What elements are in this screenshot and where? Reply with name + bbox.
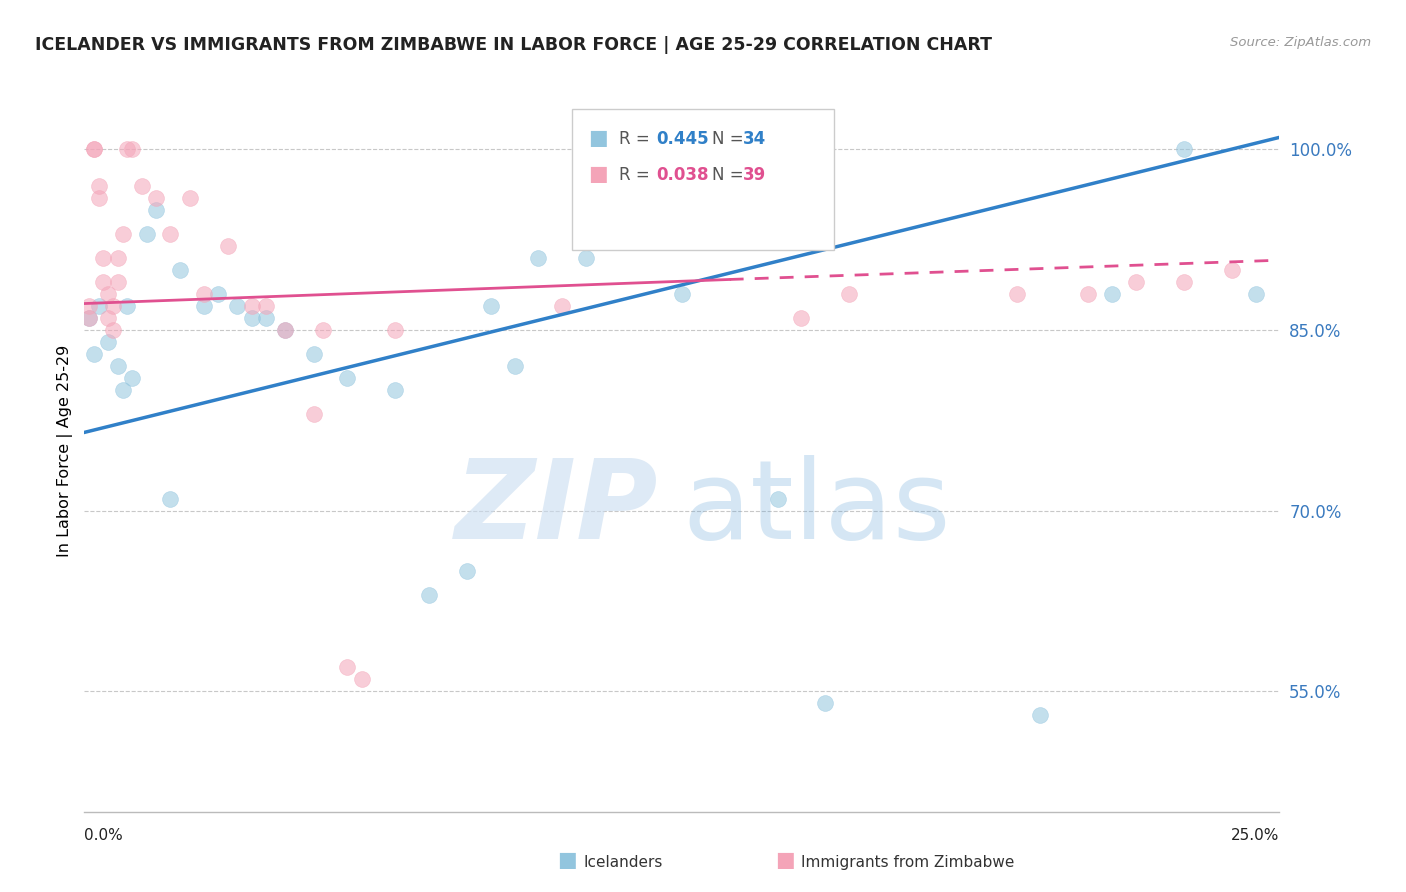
Point	[575, 251, 598, 265]
Point	[97, 311, 120, 326]
Point	[121, 143, 143, 157]
Point	[145, 202, 167, 217]
Point	[527, 251, 550, 265]
Text: atlas: atlas	[682, 455, 950, 562]
Point	[1101, 287, 1123, 301]
Point	[350, 673, 373, 687]
Point	[766, 491, 789, 506]
Point	[111, 227, 134, 241]
Point	[1125, 275, 1147, 289]
Point	[207, 287, 229, 301]
Point	[1173, 143, 1195, 157]
Text: ICELANDER VS IMMIGRANTS FROM ZIMBABWE IN LABOR FORCE | AGE 25-29 CORRELATION CHA: ICELANDER VS IMMIGRANTS FROM ZIMBABWE IN…	[35, 36, 993, 54]
Point	[87, 191, 110, 205]
Point	[302, 407, 325, 422]
Point	[77, 299, 100, 313]
Point	[121, 371, 143, 385]
Point	[456, 564, 478, 578]
Point	[111, 384, 134, 398]
Text: R =: R =	[620, 130, 655, 148]
Point	[254, 311, 277, 326]
Point	[107, 275, 129, 289]
Text: ZIP: ZIP	[454, 455, 658, 562]
Point	[159, 491, 181, 506]
Text: ■: ■	[589, 163, 609, 184]
Text: ■: ■	[557, 850, 576, 870]
Point	[551, 299, 574, 313]
Point	[217, 239, 239, 253]
Point	[169, 263, 191, 277]
Point	[131, 178, 153, 193]
Point	[193, 287, 215, 301]
Point	[254, 299, 277, 313]
Point	[97, 287, 120, 301]
Point	[384, 384, 406, 398]
Text: Immigrants from Zimbabwe: Immigrants from Zimbabwe	[801, 855, 1015, 870]
Point	[814, 697, 837, 711]
Point	[87, 299, 110, 313]
Text: Icelanders: Icelanders	[583, 855, 662, 870]
Point	[107, 359, 129, 374]
Point	[1077, 287, 1099, 301]
Text: N =: N =	[713, 130, 749, 148]
Text: R =: R =	[620, 166, 655, 184]
Y-axis label: In Labor Force | Age 25-29: In Labor Force | Age 25-29	[58, 344, 73, 557]
Point	[503, 359, 526, 374]
Point	[479, 299, 502, 313]
Point	[87, 178, 110, 193]
Point	[384, 323, 406, 337]
Point	[1005, 287, 1028, 301]
Point	[240, 311, 263, 326]
Point	[97, 335, 120, 350]
Text: 0.038: 0.038	[655, 166, 709, 184]
Point	[145, 191, 167, 205]
Point	[240, 299, 263, 313]
Text: Source: ZipAtlas.com: Source: ZipAtlas.com	[1230, 36, 1371, 49]
Point	[671, 287, 693, 301]
Text: 39: 39	[744, 166, 766, 184]
Point	[1244, 287, 1267, 301]
Point	[93, 251, 115, 265]
Text: ■: ■	[589, 128, 609, 148]
Text: ■: ■	[775, 850, 794, 870]
Point	[302, 347, 325, 361]
Point	[336, 660, 359, 674]
Point	[83, 143, 105, 157]
Point	[101, 299, 124, 313]
Text: 0.445: 0.445	[655, 130, 709, 148]
Point	[838, 287, 860, 301]
Point	[193, 299, 215, 313]
Point	[226, 299, 249, 313]
Point	[179, 191, 201, 205]
Point	[77, 311, 100, 326]
Point	[274, 323, 297, 337]
Point	[336, 371, 359, 385]
Point	[117, 143, 139, 157]
Text: 34: 34	[744, 130, 766, 148]
Point	[107, 251, 129, 265]
Point	[135, 227, 157, 241]
Point	[77, 311, 100, 326]
Point	[101, 323, 124, 337]
Point	[1029, 708, 1052, 723]
Point	[790, 311, 813, 326]
Point	[93, 275, 115, 289]
Text: N =: N =	[713, 166, 749, 184]
Text: 0.0%: 0.0%	[84, 828, 124, 843]
Point	[312, 323, 335, 337]
Point	[159, 227, 181, 241]
Point	[274, 323, 297, 337]
Point	[1220, 263, 1243, 277]
Point	[83, 347, 105, 361]
Point	[418, 588, 440, 602]
Point	[117, 299, 139, 313]
Point	[83, 143, 105, 157]
Text: 25.0%: 25.0%	[1232, 828, 1279, 843]
Point	[1173, 275, 1195, 289]
